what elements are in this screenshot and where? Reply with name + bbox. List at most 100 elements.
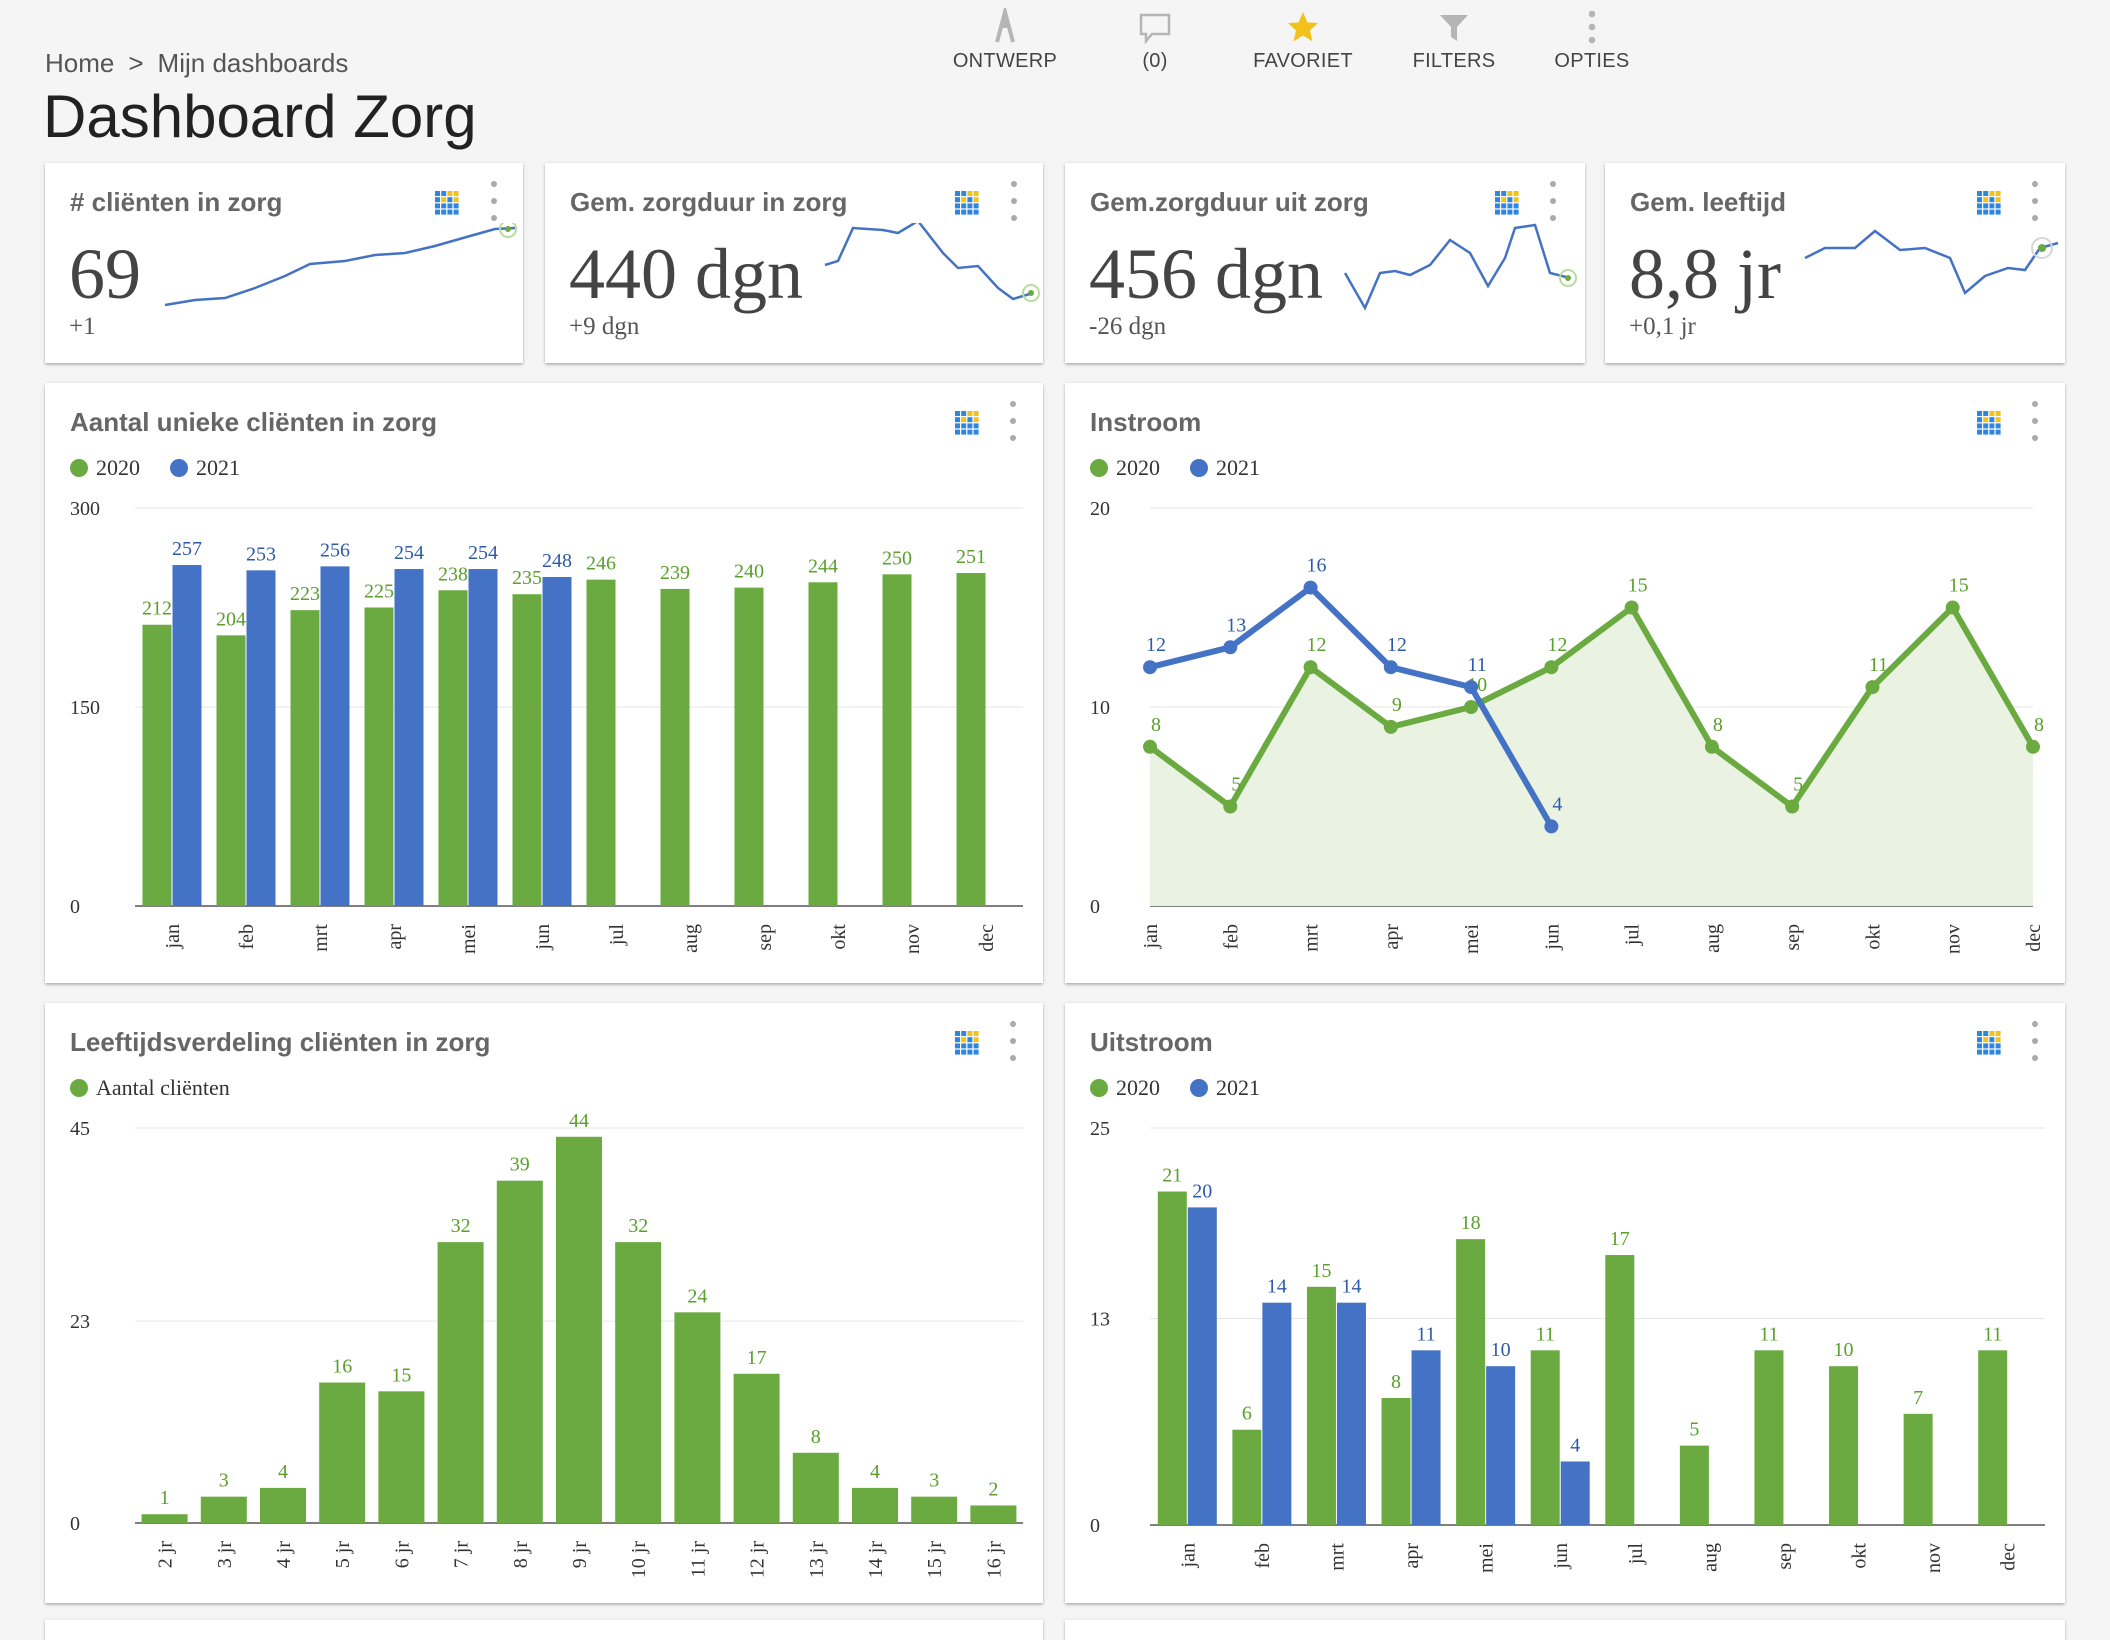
data-label: 15 xyxy=(1949,575,1969,597)
bar xyxy=(970,1505,1017,1523)
y-tick-label: 10 xyxy=(1090,697,1110,719)
grid-table-icon[interactable] xyxy=(433,189,461,217)
data-label: 12 xyxy=(1307,634,1327,656)
card-menu-button[interactable] xyxy=(999,1021,1027,1061)
grid-table-icon[interactable] xyxy=(1975,189,2003,217)
legend-item[interactable]: 2021 xyxy=(1190,455,1260,481)
favoriet-label: FAVORIET xyxy=(1253,50,1353,72)
x-tick-label: 14 jr xyxy=(865,1541,887,1579)
grid-table-icon[interactable] xyxy=(1493,189,1521,217)
x-tick-label: feb xyxy=(1252,1543,1274,1569)
x-tick-label: jul xyxy=(1622,924,1644,947)
kpi-card-clienten[interactable]: # cliënten in zorg 69 +1 xyxy=(45,163,523,363)
ontwerp-label: ONTWERP xyxy=(952,50,1058,72)
legend-dot-green xyxy=(70,1079,88,1097)
kpi-card-leeftijd[interactable]: Gem. leeftijd 8,8 jr +0,1 jr xyxy=(1605,163,2065,363)
legend-item[interactable]: Aantal cliënten xyxy=(70,1075,230,1101)
x-tick-label: aug xyxy=(1699,1543,1721,1572)
data-label: 14 xyxy=(1267,1276,1287,1298)
bar xyxy=(319,1382,366,1523)
data-label: 9 xyxy=(1392,694,1402,716)
data-label: 1 xyxy=(160,1487,170,1509)
bar xyxy=(290,610,320,906)
bar xyxy=(852,1487,898,1523)
bar xyxy=(674,1312,721,1523)
card-menu-button[interactable] xyxy=(2021,1021,2049,1061)
kpi-value: 440 dgn xyxy=(569,234,803,314)
grid-table-icon[interactable] xyxy=(1975,1029,2003,1057)
favoriet-button[interactable]: FAVORIET xyxy=(1228,0,1378,73)
data-label: 251 xyxy=(956,546,986,568)
bar xyxy=(1605,1255,1635,1525)
bar xyxy=(1262,1302,1292,1525)
breadcrumb-current[interactable]: Mijn dashboards xyxy=(157,48,349,78)
data-label: 5 xyxy=(1793,774,1803,796)
bar xyxy=(586,579,616,906)
data-point xyxy=(1624,600,1639,615)
kpi-card-zorgduur-uit[interactable]: Gem.zorgduur uit zorg 456 dgn -26 dgn xyxy=(1065,163,1585,363)
bar xyxy=(1679,1445,1709,1525)
comments-button[interactable]: (0) xyxy=(1080,0,1230,73)
data-label: 11 xyxy=(1759,1323,1778,1345)
bar xyxy=(1336,1302,1366,1525)
opties-button[interactable]: OPTIES xyxy=(1517,0,1667,73)
kpi-card-zorgduur-in[interactable]: Gem. zorgduur in zorg 440 dgn +9 dgn xyxy=(545,163,1043,363)
bar xyxy=(1187,1207,1217,1525)
bar xyxy=(1381,1397,1411,1525)
bar xyxy=(1486,1366,1516,1525)
x-tick-label: mrt xyxy=(310,924,332,952)
legend-item[interactable]: 2021 xyxy=(170,455,240,481)
data-point xyxy=(1143,660,1157,675)
chart-legend: 2020 2021 xyxy=(1090,455,1260,481)
legend-dot-green xyxy=(1090,459,1108,477)
data-label: 15 xyxy=(391,1364,411,1386)
card-menu-button[interactable] xyxy=(2021,401,2049,441)
card-menu-button[interactable] xyxy=(1000,181,1028,221)
x-tick-label: nov xyxy=(1943,924,1965,954)
filters-button[interactable]: FILTERS xyxy=(1379,0,1529,73)
x-tick-label: jun xyxy=(1550,1543,1572,1570)
legend-item[interactable]: 2020 xyxy=(1090,1075,1160,1101)
data-point xyxy=(1544,819,1559,834)
data-label: 3 xyxy=(219,1470,229,1492)
data-label: 11 xyxy=(1416,1323,1435,1345)
page-title: Dashboard Zorg xyxy=(43,83,477,150)
card-menu-button[interactable] xyxy=(480,181,508,221)
breadcrumb-separator: > xyxy=(128,48,144,78)
bar xyxy=(1829,1366,1859,1525)
legend-item[interactable]: 2020 xyxy=(1090,455,1160,481)
bar xyxy=(260,1487,306,1523)
card-menu-button[interactable] xyxy=(2021,181,2049,221)
kpi-title: Gem. leeftijd xyxy=(1630,187,1787,217)
card-menu-button[interactable] xyxy=(999,401,1027,441)
data-label: 11 xyxy=(1536,1323,1555,1345)
sparkline xyxy=(164,223,517,307)
card-menu-button[interactable] xyxy=(1539,181,1567,221)
chart-title: Instroom xyxy=(1090,407,1202,437)
legend-dot-blue xyxy=(1190,459,1208,477)
grid-table-icon[interactable] xyxy=(953,189,981,217)
x-tick-label: 4 jr xyxy=(273,1541,295,1569)
data-label: 32 xyxy=(628,1215,648,1237)
bar xyxy=(1411,1350,1441,1525)
y-tick-label: 300 xyxy=(70,498,100,520)
comments-label: (0) xyxy=(1142,50,1168,72)
x-tick-label: dec xyxy=(1998,1543,2020,1571)
chart-title: Aantal unieke cliënten in zorg xyxy=(70,407,437,437)
bar xyxy=(1978,1350,2008,1525)
data-label: 3 xyxy=(929,1470,939,1492)
x-tick-label: dec xyxy=(976,924,998,952)
ontwerp-button[interactable]: ONTWERP xyxy=(930,0,1080,73)
data-label: 246 xyxy=(586,553,616,575)
bar-chart-uitstroom: 0 13 25 21 20 jan 6 14 feb 15 14 mrt 8 11 apr 18 10 mei 11… xyxy=(1090,1118,2045,1573)
breadcrumb: Home > Mijn dashboards xyxy=(45,48,348,79)
breadcrumb-home[interactable]: Home xyxy=(45,48,115,78)
legend-item[interactable]: 2020 xyxy=(70,455,140,481)
legend-item[interactable]: 2021 xyxy=(1190,1075,1260,1101)
grid-table-icon[interactable] xyxy=(953,1029,981,1057)
legend-dot-blue xyxy=(170,459,188,477)
grid-table-icon[interactable] xyxy=(953,409,981,437)
data-label: 12 xyxy=(1146,634,1166,656)
grid-table-icon[interactable] xyxy=(1975,409,2003,437)
bar xyxy=(437,1242,484,1523)
